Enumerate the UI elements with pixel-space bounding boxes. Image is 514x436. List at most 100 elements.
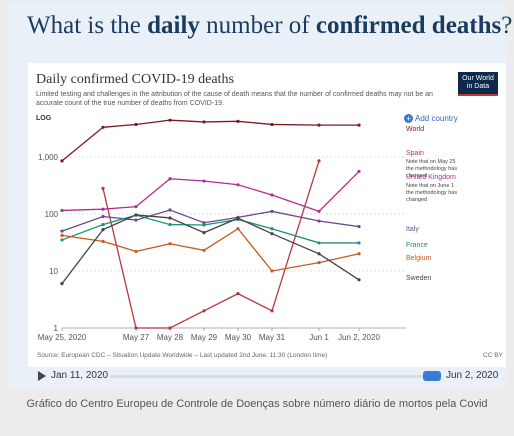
data-point [317,219,321,223]
data-point [357,169,361,174]
x-tick-label: Jun 2, 2020 [338,333,380,342]
data-point [270,122,274,127]
data-point [168,222,172,227]
play-icon[interactable] [38,371,46,381]
logo-line-2: in Data [466,83,490,90]
data-point [60,229,64,233]
y-tick-label: 10 [49,267,58,276]
data-point [101,228,105,232]
data-point [134,205,138,209]
data-point [168,177,172,181]
data-point [134,326,138,330]
data-point [270,232,274,236]
data-point [357,278,361,282]
x-tick-label: May 29 [191,333,218,342]
x-tick-label: May 31 [259,333,286,342]
data-point [168,242,172,246]
series-line-world [61,119,359,162]
data-point [202,179,206,183]
data-point [357,252,361,256]
series-label: Spain [406,150,424,157]
data-point [101,125,105,129]
chart-source: Source: European CDC – Situation Update … [37,352,328,359]
y-tick-label: 100 [45,210,59,219]
series-line-france [61,214,359,244]
data-point [168,118,172,122]
data-point [60,208,64,213]
data-point [168,208,172,212]
license-label[interactable]: CC BY [483,352,503,359]
series-label: World [406,126,424,133]
data-point [202,248,206,252]
logo-line-1: Our World [462,75,494,82]
data-point [134,249,138,254]
headline-bold-daily: daily [147,12,200,39]
article-headline: What is the daily number of confirmed de… [27,12,512,40]
x-tick-label: May 25, 2020 [38,333,87,342]
data-point [236,216,240,220]
y-scale-label: LOG [36,115,52,122]
headline-prefix: What is the [27,12,148,39]
data-point [357,224,361,229]
timeline-handle[interactable] [423,371,441,381]
series-label: United Kingdom [406,174,456,181]
series-label: France [406,242,428,249]
data-point [202,231,206,235]
timeline-start-label: Jan 11, 2020 [51,370,109,381]
data-point [317,123,321,127]
data-point [168,326,172,330]
chart-panel: LOG 1 10 100 1,000 May 25, 2020 May 27 May 28 Ma… [28,63,506,367]
series-note: Note that on May 25 [406,159,456,165]
x-tick-label: May 30 [225,333,252,342]
data-point [317,159,321,163]
y-tick-label: 1,000 [38,153,59,162]
series-label: Belgium [406,255,431,262]
data-point [60,282,64,286]
headline-middle: number of [199,12,316,39]
x-tick-label: Jun 1 [309,333,329,342]
headline-suffix: ? [501,12,513,39]
chart-svg: LOG 1 10 100 1,000 May 25, 2020 May 27 May 28 Ma… [36,115,457,342]
data-point [60,238,64,242]
timeline-controls: Jan 11, 2020 Jun 2, 2020 [28,367,506,385]
chart-subtitle: Limited testing and challenges in the at… [36,91,433,107]
series-label: Sweden [406,275,431,282]
data-point [236,183,240,187]
data-point [317,241,321,245]
data-point [134,122,138,127]
data-point [101,239,105,243]
series-line-spain [102,160,320,329]
data-point [101,214,105,219]
add-country-label: Add country [415,114,458,123]
data-point [101,186,105,191]
data-point [202,223,206,227]
series-line-belgium [61,227,360,272]
data-point [317,209,321,213]
data-point [134,218,138,222]
data-point [60,159,64,163]
data-point [236,227,240,231]
series-line-sweden [61,214,360,285]
y-tick-label: 1 [54,324,59,333]
series-note: Note that on June 1 [406,183,454,189]
data-point [202,309,206,313]
data-point [357,241,361,245]
data-point [270,269,274,273]
series-note: changed [406,197,427,203]
x-tick-label: May 28 [157,333,184,342]
series-note: the methodology has [406,190,457,196]
x-tick-label: May 27 [123,333,150,342]
data-point [317,252,321,256]
data-point [270,227,274,231]
timeline-track[interactable] [110,375,428,378]
series-label: Italy [406,226,419,233]
data-point [317,261,321,265]
data-point [236,119,240,123]
owid-logo[interactable]: Our World in Data [458,72,498,96]
data-point [202,120,206,124]
data-point [101,222,105,227]
image-caption: Gráfico do Centro Europeu de Controle de… [26,398,488,410]
add-country-button[interactable]: + Add country [404,114,458,123]
series-note: the methodology has [406,166,457,172]
data-point [202,221,206,225]
